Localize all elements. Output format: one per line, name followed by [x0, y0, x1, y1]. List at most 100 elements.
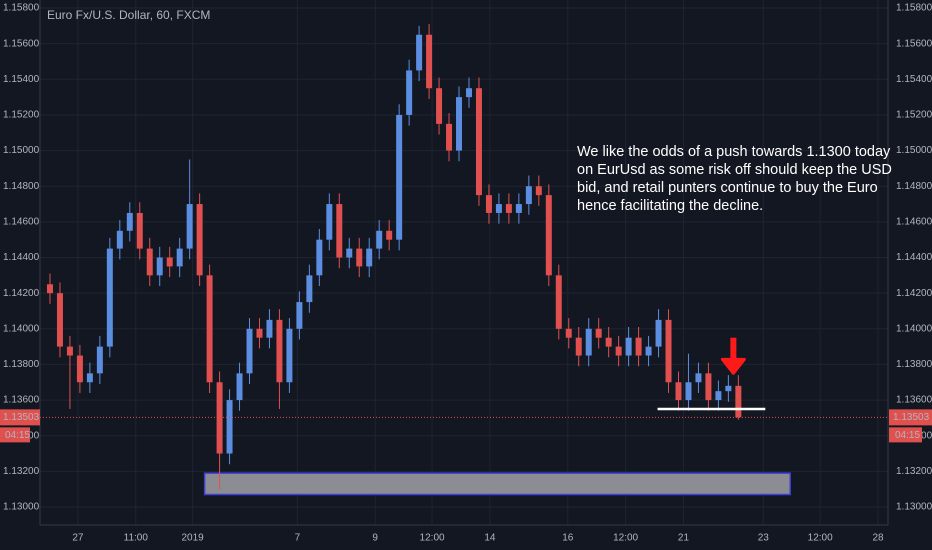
y-tick-label: 1.14400	[896, 252, 932, 263]
x-tick-label: 28	[872, 533, 884, 544]
marks	[40, 24, 888, 496]
chart-title: Euro Fx/U.S. Dollar, 60, FXCM	[47, 8, 210, 22]
candle-body	[196, 204, 203, 276]
candle-body	[56, 293, 63, 347]
candle-body	[655, 319, 662, 347]
candle-body	[635, 337, 642, 356]
y-tick-label: 1.15800	[3, 3, 40, 14]
candle-body	[166, 257, 173, 267]
candle-body	[96, 346, 103, 374]
candle-body	[555, 275, 562, 329]
y-tick-label: 1.15200	[3, 110, 40, 121]
y-tick-label: 1.14600	[3, 217, 40, 228]
candle-body	[675, 382, 682, 401]
candle-body	[436, 88, 443, 124]
y-tick-label: 1.15400	[896, 74, 932, 85]
countdown-badge	[0, 427, 30, 443]
y-tick-label: 1.14400	[3, 252, 40, 263]
candle-body	[346, 248, 353, 258]
candle-body	[456, 97, 463, 151]
y-tick-label: 1.15000	[896, 145, 932, 156]
y-tick-label: 1.13600	[896, 395, 932, 406]
y-tick-label: 1.13800	[3, 359, 40, 370]
candle-body	[376, 230, 383, 249]
candle-body	[615, 346, 622, 356]
candle-body	[186, 204, 193, 249]
y-tick-label: 1.13200	[3, 466, 40, 477]
y-tick-label: 1.14000	[3, 323, 40, 334]
candle-body	[286, 328, 293, 383]
candle-body	[126, 212, 133, 231]
candle-body	[396, 114, 403, 240]
candle-body	[515, 204, 522, 213]
candle-body	[426, 34, 433, 89]
y-tick-label: 1.15200	[896, 110, 932, 121]
candle-body	[316, 239, 323, 276]
candle-body	[525, 186, 532, 205]
candle-body	[585, 328, 592, 356]
candle-body	[545, 195, 552, 276]
countdown-label: 04:15	[5, 430, 30, 441]
candle-body	[326, 204, 333, 240]
candle-body	[256, 328, 263, 338]
candle-body	[336, 204, 343, 258]
candle-body	[485, 195, 492, 213]
candle-body	[216, 382, 223, 454]
price-badge-label: 1.13503	[3, 412, 40, 423]
x-tick-label: 21	[678, 533, 690, 544]
y-tick-label: 1.14800	[3, 181, 40, 192]
y-tick-label: 1.15600	[896, 38, 932, 49]
price-badge	[889, 409, 932, 426]
candle-body	[356, 248, 363, 267]
x-tick-label: 16	[562, 533, 574, 544]
y-tick-label: 1.14200	[896, 288, 932, 299]
y-tick-label: 1.13600	[3, 395, 40, 406]
candle-body	[735, 385, 742, 418]
price-badge-label: 1.13503	[893, 412, 930, 423]
candle-body	[276, 319, 283, 383]
candle-body	[665, 319, 672, 383]
x-tick-label: 23	[758, 533, 770, 544]
candle-body	[176, 248, 183, 267]
x-tick-label: 12:00	[808, 533, 833, 544]
candle-body	[565, 328, 572, 338]
y-tick-label: 1.15600	[3, 38, 40, 49]
candle-body	[505, 204, 512, 213]
candle-body	[106, 248, 113, 347]
y-tick-label: 1.15800	[896, 3, 932, 14]
y-tick-label: 1.14000	[896, 323, 932, 334]
y-tick-label: 1.15000	[3, 145, 40, 156]
candle-body	[406, 70, 413, 115]
candle-body	[685, 382, 692, 401]
countdown-label: 04:15	[895, 430, 920, 441]
candle-body	[386, 230, 393, 240]
candle-body	[116, 230, 123, 249]
candle-body	[366, 248, 373, 267]
y-tick-label: 1.15400	[3, 74, 40, 85]
candle-body	[236, 373, 243, 401]
candle-body	[246, 328, 253, 374]
candle-body	[465, 88, 472, 98]
y-tick-label: 1.13000	[896, 502, 932, 513]
candle-body	[446, 123, 453, 151]
x-tick-label: 7	[295, 533, 301, 544]
annotation-text: bid, and retail punters continue to buy …	[577, 180, 878, 196]
y-tick-label: 1.14800	[896, 181, 932, 192]
candle-body	[705, 373, 712, 401]
x-tick-label: 9	[372, 533, 378, 544]
y-tick-label: 1.14600	[896, 217, 932, 228]
candle-body	[625, 337, 632, 356]
price-badge	[0, 409, 40, 426]
candle-body	[645, 346, 652, 356]
x-tick-label: 14	[484, 533, 496, 544]
candle-body	[495, 204, 502, 213]
annotation-text: hence facilitating the decline.	[577, 198, 763, 214]
x-tick-label: 2019	[182, 533, 205, 544]
annotation-text: We like the odds of a push towards 1.130…	[577, 144, 891, 160]
target-zone	[203, 472, 791, 496]
y-tick-label: 1.13200	[896, 466, 932, 477]
y-tick-label: 1.13000	[3, 502, 40, 513]
candle-body	[86, 373, 93, 383]
